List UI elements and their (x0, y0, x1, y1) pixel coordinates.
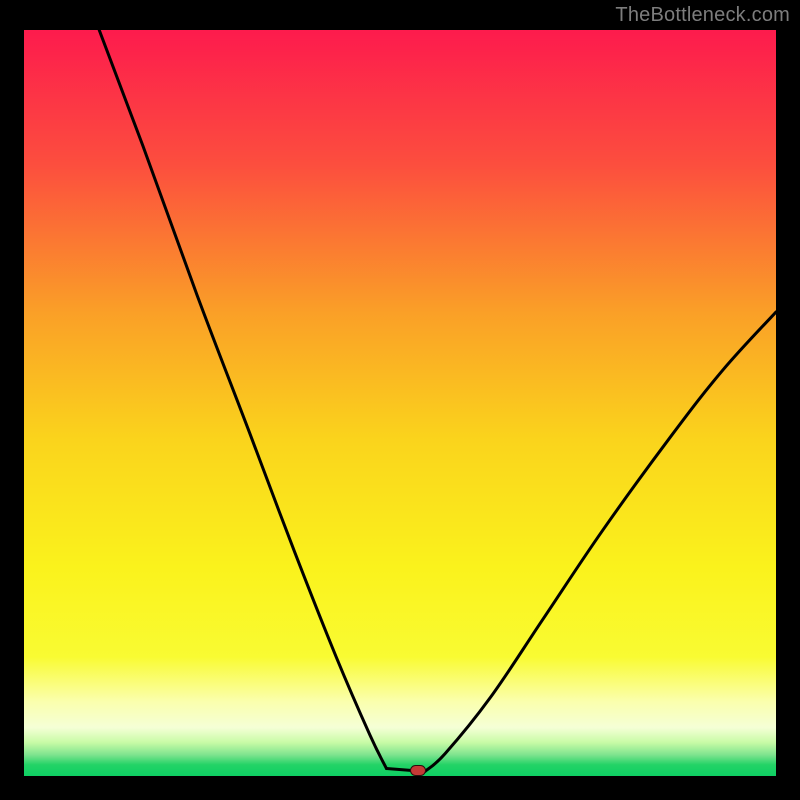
plot-area (24, 30, 776, 776)
curve-layer (24, 30, 776, 776)
chart-frame: TheBottleneck.com (0, 0, 800, 800)
bottleneck-curve-right (425, 312, 776, 772)
optimum-marker (410, 765, 427, 776)
bottleneck-curve-left (99, 30, 386, 769)
attribution-text: TheBottleneck.com (615, 4, 790, 27)
